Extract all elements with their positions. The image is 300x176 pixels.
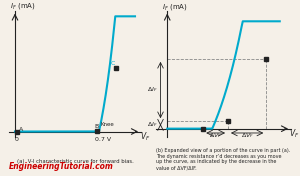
Text: $\Delta V_F$: $\Delta V_F$ <box>241 131 254 140</box>
Text: $\Delta V_F$: $\Delta V_F$ <box>209 131 222 140</box>
Text: (b) Expanded view of a portion of the curve in part (a).
The dynamic resistance : (b) Expanded view of a portion of the cu… <box>156 148 290 170</box>
Text: A: A <box>19 127 23 132</box>
Text: $I_F$ (mA): $I_F$ (mA) <box>10 1 36 11</box>
Text: $\Delta I_F$: $\Delta I_F$ <box>147 120 158 129</box>
Text: $\Delta I_F$: $\Delta I_F$ <box>147 86 158 95</box>
Text: $V_F$: $V_F$ <box>140 131 150 143</box>
Text: B: B <box>94 124 98 129</box>
Text: EngineeringTutorial.com: EngineeringTutorial.com <box>9 162 114 171</box>
Text: C: C <box>111 61 116 66</box>
Text: 0.7 V: 0.7 V <box>95 137 112 142</box>
Text: Knee: Knee <box>100 122 114 127</box>
Text: 0: 0 <box>15 137 19 142</box>
Text: $I_F$ (mA): $I_F$ (mA) <box>162 2 188 12</box>
Text: (a)  V-I characteristic curve for forward bias.: (a) V-I characteristic curve for forward… <box>16 159 134 164</box>
Text: $V_F$: $V_F$ <box>289 127 299 140</box>
